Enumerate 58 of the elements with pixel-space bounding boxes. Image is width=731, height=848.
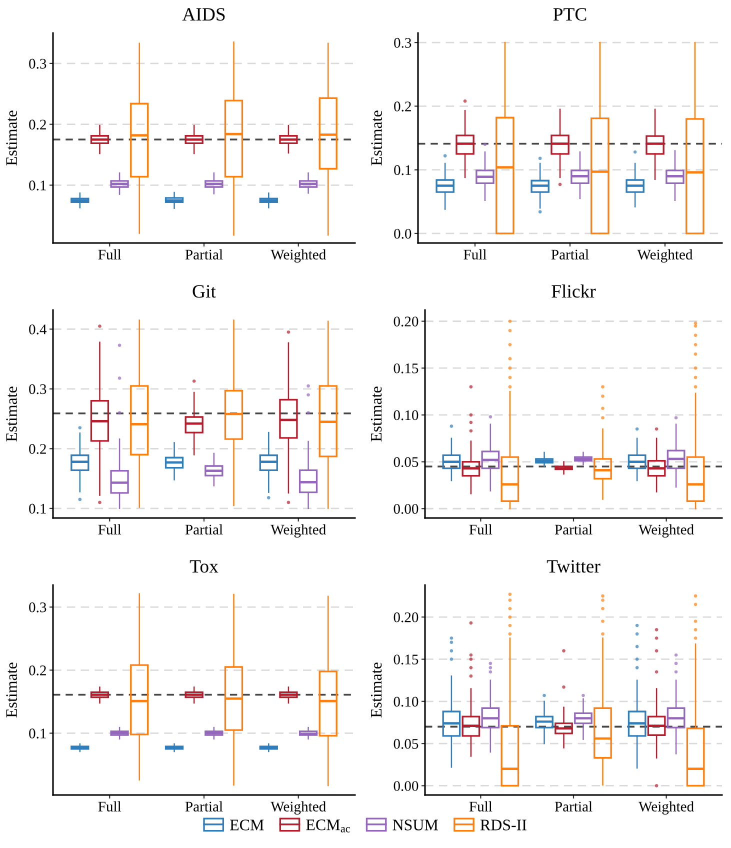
chart-title: PTC bbox=[553, 8, 586, 21]
x-tick-label: Partial bbox=[185, 524, 223, 535]
y-axis-title: Estimate bbox=[6, 662, 17, 718]
x-tick-label: Partial bbox=[554, 801, 592, 812]
x-tick-label: Weighted bbox=[270, 801, 326, 815]
y-axis-title: Estimate bbox=[371, 110, 382, 166]
y-axis-title: Estimate bbox=[370, 662, 382, 718]
y-tick-label: 0.0 bbox=[394, 228, 412, 239]
x-tick-label: Partial bbox=[185, 801, 223, 812]
y-tick-label: 0.1 bbox=[29, 504, 46, 514]
x-tick-label: Full bbox=[98, 524, 122, 535]
y-tick-label: 0.4 bbox=[29, 324, 47, 334]
legend-label: ECM$_{ac}$ bbox=[306, 820, 350, 832]
x-tick-label: Partial bbox=[551, 249, 589, 260]
x-tick-label: Weighted bbox=[638, 524, 694, 538]
y-tick-label: 0.05 bbox=[394, 738, 418, 749]
y-tick-label: 0.15 bbox=[394, 654, 418, 664]
legend-label: ECM bbox=[230, 820, 264, 830]
y-tick-label: 0.00 bbox=[394, 504, 418, 514]
y-tick-label: 0.1 bbox=[394, 165, 411, 176]
y-axis-title: Estimate bbox=[6, 110, 17, 166]
x-tick-label: Full bbox=[469, 524, 492, 535]
chart-title: Flickr bbox=[552, 284, 596, 298]
y-tick-label: 0.2 bbox=[394, 102, 411, 112]
chart-title: Git bbox=[192, 285, 216, 298]
y-axis-title: Estimate bbox=[6, 386, 17, 442]
y-tick-label: 0.10 bbox=[394, 410, 418, 420]
chart-title: Twitter bbox=[546, 560, 600, 573]
y-tick-label: 0.1 bbox=[29, 180, 46, 190]
y-tick-label: 0.3 bbox=[29, 58, 46, 69]
x-tick-label: Weighted bbox=[638, 801, 694, 815]
y-tick-label: 0.3 bbox=[29, 384, 46, 394]
chart-title: Tox bbox=[190, 560, 218, 573]
x-tick-label: Weighted bbox=[637, 249, 693, 263]
y-tick-label: 0.1 bbox=[29, 728, 46, 738]
x-tick-label: Weighted bbox=[270, 249, 326, 263]
y-tick-label: 0.10 bbox=[394, 696, 418, 707]
y-tick-label: 0.20 bbox=[394, 316, 418, 327]
y-tick-label: 0.2 bbox=[29, 120, 46, 130]
x-tick-label: Full bbox=[469, 801, 492, 812]
x-tick-label: Full bbox=[98, 801, 122, 812]
x-tick-label: Partial bbox=[185, 249, 223, 260]
y-tick-label: 0.2 bbox=[29, 444, 46, 454]
y-tick-label: 0.2 bbox=[29, 665, 46, 676]
y-tick-label: 0.20 bbox=[394, 612, 418, 622]
y-tick-label: 0.05 bbox=[394, 457, 418, 468]
x-tick-label: Partial bbox=[554, 524, 592, 535]
y-axis-title: Estimate bbox=[370, 386, 382, 442]
y-tick-label: 0.15 bbox=[394, 363, 418, 374]
y-tick-label: 0.00 bbox=[394, 781, 418, 791]
legend-label: NSUM bbox=[392, 820, 438, 830]
x-tick-label: Full bbox=[464, 249, 486, 260]
x-tick-label: Full bbox=[98, 249, 122, 260]
x-tick-label: Weighted bbox=[270, 524, 326, 538]
y-tick-label: 0.3 bbox=[29, 602, 46, 612]
y-tick-label: 0.3 bbox=[394, 38, 412, 48]
legend-label: RDS-II bbox=[480, 820, 526, 830]
chart-title: AIDS bbox=[182, 8, 225, 21]
